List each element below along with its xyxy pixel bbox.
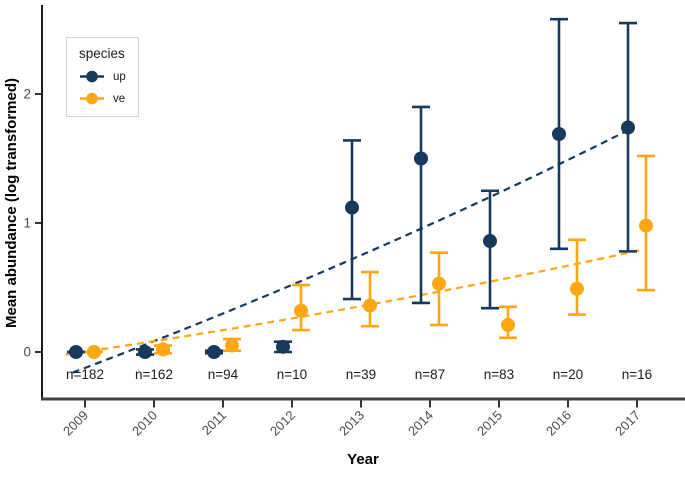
point-ve-2016 bbox=[570, 281, 584, 296]
x-tick-label-2017: 2017 bbox=[612, 408, 643, 439]
n-labels-group: n=182 n=162 n=94 n=10 n=39 n=87 n=83 n=20 n=16 bbox=[66, 367, 652, 382]
point-up-2017 bbox=[621, 120, 635, 135]
legend: species up ve bbox=[66, 37, 139, 117]
y-tick-label-0: 0 bbox=[23, 345, 31, 360]
errorbar-up-2015 bbox=[481, 189, 499, 310]
errorbar-up-2017 bbox=[619, 21, 637, 253]
point-up-2016 bbox=[552, 126, 566, 141]
n-label-2016: n=20 bbox=[553, 367, 583, 382]
n-label-2015: n=83 bbox=[484, 367, 514, 382]
x-tick-label-2014: 2014 bbox=[405, 408, 436, 439]
errorbars-group bbox=[67, 17, 655, 356]
point-up-2009 bbox=[69, 345, 83, 359]
x-tick-label-2011: 2011 bbox=[199, 408, 229, 438]
legend-items: up ve bbox=[79, 69, 126, 106]
y-axis-title: Mean abundance (log transformed) bbox=[3, 78, 20, 328]
points-group bbox=[69, 120, 653, 359]
n-label-2017: n=16 bbox=[622, 367, 652, 382]
point-ve-2015 bbox=[501, 317, 515, 332]
x-tick-label-2009: 2009 bbox=[60, 408, 91, 439]
legend-item-up: up bbox=[79, 69, 126, 84]
point-ve-2009 bbox=[87, 345, 101, 359]
point-ve-2014 bbox=[432, 276, 446, 291]
legend-marker-up-icon bbox=[80, 70, 104, 83]
errorbar-up-2013 bbox=[343, 139, 361, 301]
y-tick-label-2: 2 bbox=[23, 87, 31, 102]
point-up-2013 bbox=[345, 200, 359, 215]
legend-label-ve: ve bbox=[113, 92, 126, 105]
n-label-2014: n=87 bbox=[415, 367, 445, 382]
legend-marker-ve-icon bbox=[80, 92, 104, 105]
x-tick-label-2015: 2015 bbox=[474, 408, 505, 439]
x-tick-label-2012: 2012 bbox=[267, 408, 298, 439]
point-up-2010 bbox=[138, 345, 152, 359]
x-tick-label-2016: 2016 bbox=[543, 408, 574, 439]
point-up-2014 bbox=[414, 151, 428, 166]
errorbar-ve-2016 bbox=[568, 238, 586, 316]
legend-title: species bbox=[79, 46, 125, 61]
errorbar-up-2014 bbox=[412, 105, 430, 305]
point-ve-2010 bbox=[156, 342, 170, 357]
point-up-2012 bbox=[276, 339, 290, 354]
point-ve-2011 bbox=[225, 338, 239, 353]
n-label-2011: n=94 bbox=[208, 367, 239, 382]
n-label-2012: n=10 bbox=[277, 367, 307, 382]
point-ve-2013 bbox=[363, 298, 377, 313]
trend-line-ve bbox=[65, 249, 641, 356]
point-ve-2017 bbox=[639, 218, 653, 233]
n-label-2013: n=39 bbox=[346, 367, 376, 382]
x-tick-label-2010: 2010 bbox=[129, 408, 160, 439]
x-tick-label-2013: 2013 bbox=[336, 408, 367, 439]
axes-group: 0 1 2 2009 2010 2011 2012 2013 2014 2015 2016 2017 bbox=[23, 5, 685, 439]
legend-item-ve: ve bbox=[79, 91, 126, 106]
n-label-2009: n=182 bbox=[66, 367, 104, 382]
point-up-2015 bbox=[483, 234, 497, 249]
point-up-2011 bbox=[207, 345, 221, 359]
n-label-2010: n=162 bbox=[135, 367, 173, 382]
legend-label-up: up bbox=[113, 70, 126, 83]
x-axis-title: Year bbox=[347, 451, 379, 468]
y-tick-label-1: 1 bbox=[23, 216, 31, 231]
point-ve-2012 bbox=[294, 303, 308, 318]
